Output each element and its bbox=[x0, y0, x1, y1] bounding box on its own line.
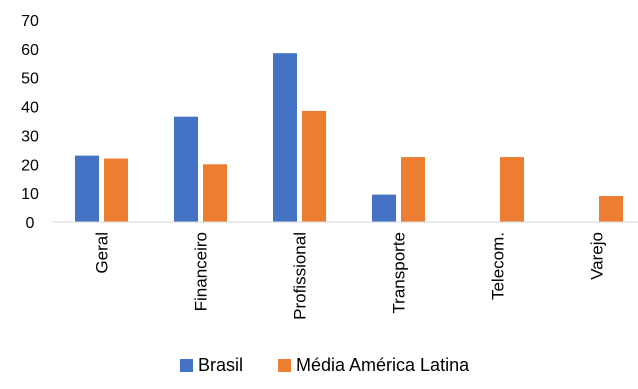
bar-media-america-latina-varejo bbox=[599, 196, 623, 222]
category-label: Geral bbox=[93, 232, 112, 274]
bars bbox=[75, 53, 623, 222]
y-tick-label: 30 bbox=[21, 128, 39, 145]
bar-media-america-latina-transporte bbox=[401, 157, 425, 222]
y-tick-label: 70 bbox=[21, 13, 39, 30]
bar-media-america-latina-financeiro bbox=[203, 164, 227, 222]
bar-media-america-latina-geral bbox=[104, 158, 128, 222]
y-tick-label: 0 bbox=[26, 215, 35, 232]
legend-label: Brasil bbox=[198, 355, 243, 375]
y-axis-ticks: 0 10 20 30 40 50 60 70 bbox=[21, 13, 39, 232]
category-label: Transporte bbox=[390, 232, 409, 314]
legend-label: Média América Latina bbox=[296, 355, 470, 375]
y-tick-label: 50 bbox=[21, 71, 39, 88]
bar-media-america-latina-telecom bbox=[500, 157, 524, 222]
legend-swatch bbox=[278, 359, 291, 372]
y-tick-label: 40 bbox=[21, 100, 39, 117]
bar-brasil-geral bbox=[75, 155, 99, 222]
category-label: Financeiro bbox=[192, 232, 211, 311]
bar-media-america-latina-profissional bbox=[302, 110, 326, 222]
y-tick-label: 10 bbox=[21, 186, 39, 203]
legend: Brasil Média América Latina bbox=[180, 355, 470, 375]
bar-brasil-transporte bbox=[372, 194, 396, 222]
bar-brasil-profissional bbox=[273, 53, 297, 222]
legend-swatch bbox=[180, 359, 193, 372]
category-label: Telecom. bbox=[489, 232, 508, 300]
category-label: Varejo bbox=[588, 232, 607, 280]
category-label: Profissional bbox=[291, 232, 310, 320]
y-tick-label: 60 bbox=[21, 42, 39, 59]
y-tick-label: 20 bbox=[21, 157, 39, 174]
bar-brasil-financeiro bbox=[174, 116, 198, 222]
category-labels: Geral Financeiro Profissional Transporte Tel… bbox=[93, 232, 607, 320]
